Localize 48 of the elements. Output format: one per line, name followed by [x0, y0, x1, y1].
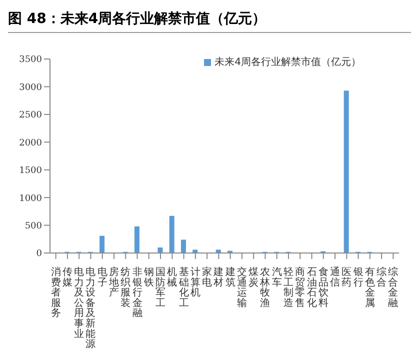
x-tick-label: 电力设备及新能源 — [86, 266, 96, 350]
x-tick-label: 电子 — [97, 266, 108, 288]
x-tick-label: 医药 — [342, 267, 352, 288]
x-tick-label: 计算机 — [190, 266, 200, 299]
x-tick-label: 有色金属 — [364, 266, 375, 309]
bar — [100, 236, 105, 253]
bar — [158, 247, 163, 253]
y-tick-label: 2000 — [19, 138, 42, 148]
bar — [180, 240, 186, 253]
bar — [192, 250, 198, 253]
x-tick-label: 传媒 — [62, 267, 72, 288]
y-tick-label: 500 — [24, 221, 42, 232]
legend-label: 未来4周各行业解禁市值（亿元） — [214, 57, 361, 68]
x-tick-label: 通信 — [330, 266, 340, 288]
x-tick-label: 石油石化 — [306, 267, 317, 309]
x-tick-label: 国防军工 — [156, 267, 166, 309]
x-tick-label: 钢铁 — [142, 267, 154, 288]
x-tick-label: 商贸零售 — [295, 266, 306, 309]
x-tick-label: 交通运输 — [236, 266, 247, 309]
y-tick-label: 1000 — [19, 194, 42, 204]
y-tick-label: 3000 — [19, 82, 42, 93]
bar — [216, 250, 221, 253]
x-tick-label: 建筑 — [224, 266, 236, 288]
y-tick-label: 3500 — [19, 55, 42, 66]
x-tick-label: 汽车 — [272, 266, 282, 288]
bar — [344, 90, 349, 253]
y-tick-label: 2500 — [19, 110, 42, 121]
x-tick-label: 电力及公用事业 — [74, 266, 84, 340]
y-tick-label: 1500 — [19, 166, 42, 176]
chart-title: 图 48：未来4周各行业解禁市值（亿元） — [8, 8, 411, 33]
x-tick-label: 非银行金融 — [131, 266, 142, 320]
x-tick-label: 综合 — [376, 266, 387, 288]
bar — [134, 226, 140, 253]
x-tick-label: 农林牧渔 — [259, 267, 270, 309]
x-tick-label: 基础化工 — [178, 266, 189, 309]
x-tick-label: 机械 — [167, 266, 178, 288]
x-tick-label: 食品饮料 — [317, 266, 328, 309]
bar — [169, 216, 174, 253]
x-tick-label: 消费者服务 — [50, 266, 61, 320]
x-tick-label: 银行 — [352, 267, 364, 288]
x-tick-label: 建材 — [212, 266, 224, 288]
x-tick-label: 房地产 — [108, 266, 119, 299]
x-tick-label: 煤炭 — [248, 266, 259, 288]
x-tick-label: 轻工制造 — [283, 266, 294, 309]
x-tick-label: 综合金融 — [388, 266, 398, 309]
y-tick-label: 0 — [36, 249, 42, 260]
x-tick-label: 家电 — [202, 266, 212, 288]
x-tick-label: 纺织服装 — [120, 266, 131, 309]
